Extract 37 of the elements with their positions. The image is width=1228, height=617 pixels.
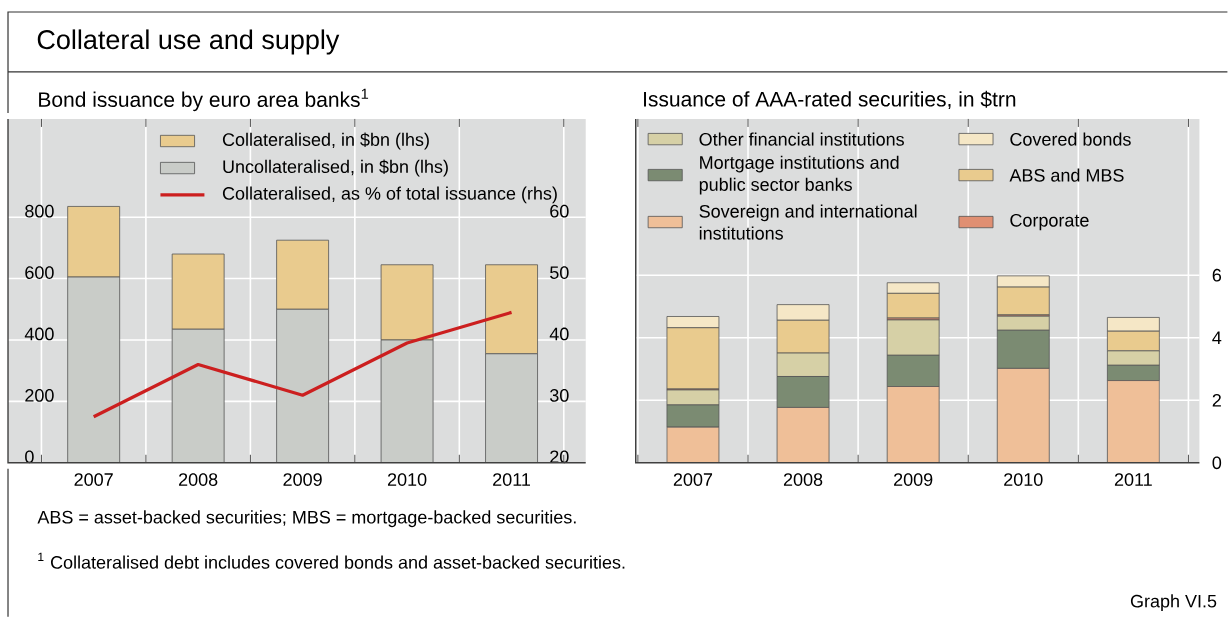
y-tick-label: 4	[1212, 331, 1222, 344]
x-tick-label: 2010	[1004, 473, 1043, 486]
x-tick-label: 2011	[493, 473, 530, 486]
y-tick-label: 6	[1212, 268, 1222, 282]
legend-label: Collateralised, as % of total issuance (rhs)	[222, 186, 557, 204]
legend-label: Collateralised, in $bn (lhs)	[222, 132, 429, 150]
chart-title: Issuance of AAA-rated securities, in $trn	[644, 90, 1016, 109]
x-tick-label: 2011	[1114, 473, 1152, 486]
text: $^{1}$ Collateralised debt includes covered bonds and asset-backed securities.	[38, 552, 625, 569]
legend-label: Uncollateralised, in $bn (lhs)	[223, 159, 448, 177]
y-tick-label: 2	[1212, 393, 1221, 407]
y2-tick-label: 50	[550, 266, 569, 279]
chart-subtitle: Bond issuance by euro area banks$^{1}$	[39, 88, 369, 112]
y-tick-label: 0	[1212, 456, 1222, 470]
y2-tick-label: 30	[550, 388, 569, 402]
y-tick-label: 200	[25, 388, 54, 402]
y-tick-label: 400	[24, 327, 54, 341]
legend-label: Covered bonds	[1010, 132, 1131, 146]
x-tick-label: 2009	[894, 473, 933, 486]
chart-title: Collateral use and supply	[37, 29, 340, 55]
y-tick-label: 600	[25, 266, 54, 279]
text: ABS = asset-backed securities; MBS = mortgage-backed securities.	[37, 510, 576, 527]
x-tick-label: 2007	[673, 473, 713, 486]
x-tick-label: 2008	[783, 473, 823, 486]
legend-label: Corporate	[1010, 213, 1089, 231]
legend-label: Sovereign and international institutions	[699, 204, 917, 240]
legend-label: ABS and MBS	[1009, 168, 1124, 182]
x-tick-label: 2009	[283, 473, 322, 486]
y2-tick-label: 40	[549, 327, 569, 341]
x-tick-label: 2010	[387, 473, 427, 486]
x-tick-label: 2007	[74, 473, 113, 486]
legend-label: Mortgage institutions and public sector banks	[699, 155, 899, 195]
legend-label: Other financial institutions	[699, 132, 904, 146]
y-tick-label: 800	[25, 204, 54, 218]
y2-tick-label: 60	[550, 204, 569, 218]
x-tick-label: 2008	[179, 473, 218, 486]
text: Graph VI.5	[1130, 594, 1217, 611]
